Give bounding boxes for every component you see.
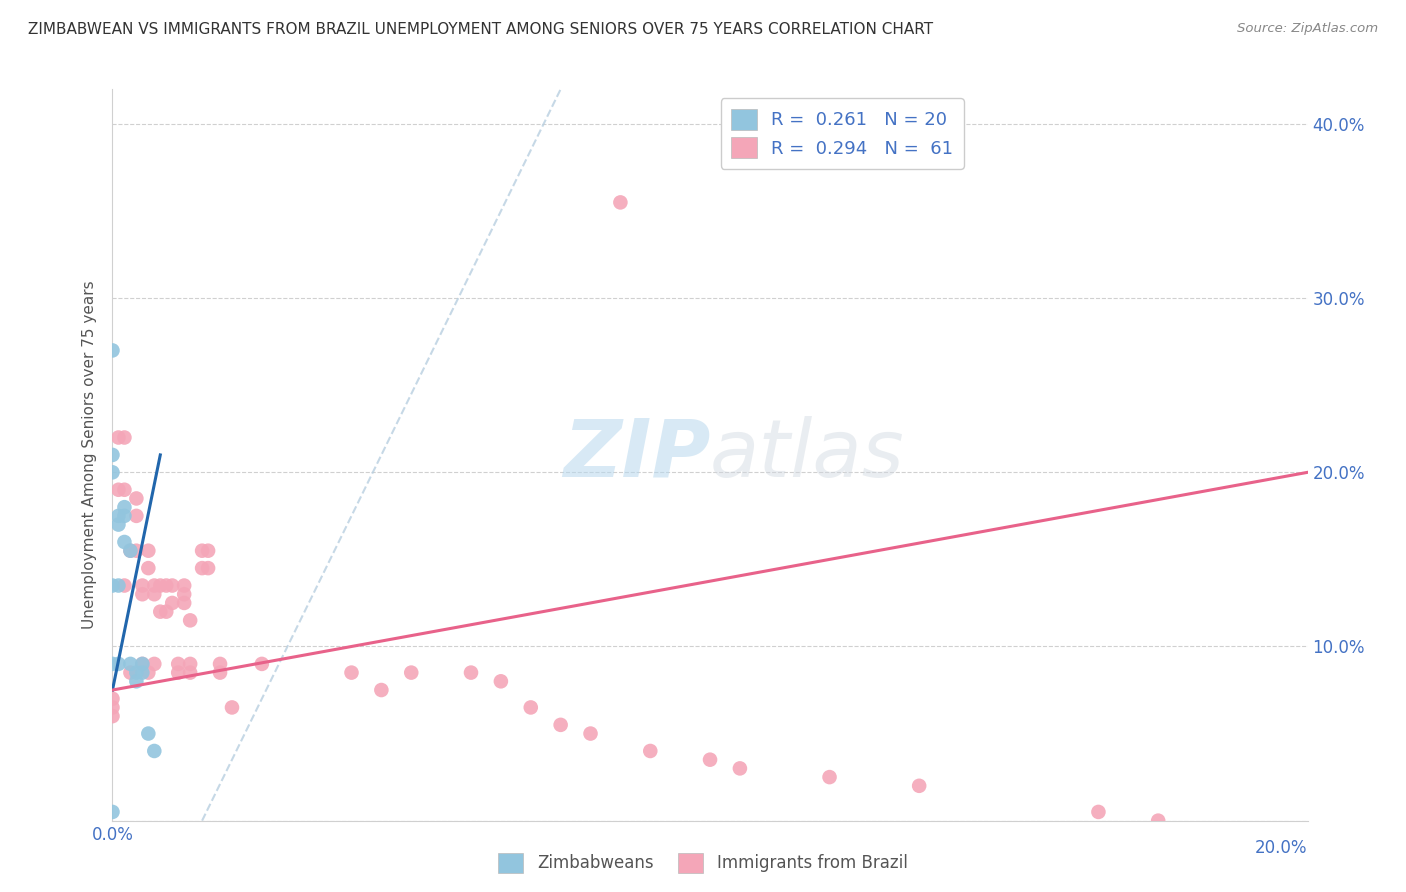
Point xyxy=(107,508,129,523)
Point xyxy=(131,587,153,601)
Legend: Zimbabweans, Immigrants from Brazil: Zimbabweans, Immigrants from Brazil xyxy=(492,847,914,880)
Point xyxy=(125,491,148,506)
Point xyxy=(101,709,124,723)
Point xyxy=(114,535,135,549)
Point xyxy=(173,596,195,610)
Point xyxy=(208,657,231,671)
Point xyxy=(221,700,243,714)
Point xyxy=(162,596,183,610)
Text: ZIP: ZIP xyxy=(562,416,710,494)
Point xyxy=(101,657,124,671)
Point xyxy=(173,578,195,592)
Point xyxy=(191,543,214,558)
Point xyxy=(107,517,129,532)
Point xyxy=(818,770,841,784)
Point xyxy=(125,674,148,689)
Point xyxy=(149,605,172,619)
Point xyxy=(1147,814,1170,828)
Point xyxy=(143,744,166,758)
Point xyxy=(1087,805,1109,819)
Point xyxy=(208,665,231,680)
Point xyxy=(609,195,631,210)
Point xyxy=(101,578,124,592)
Point xyxy=(120,657,142,671)
Point xyxy=(520,700,543,714)
Point xyxy=(131,578,153,592)
Point xyxy=(143,657,166,671)
Point xyxy=(101,466,124,480)
Point xyxy=(167,665,190,680)
Point xyxy=(138,543,160,558)
Point xyxy=(179,613,201,627)
Point xyxy=(143,578,166,592)
Point xyxy=(131,657,153,671)
Point xyxy=(579,726,602,740)
Point xyxy=(114,430,135,444)
Point xyxy=(125,543,148,558)
Point xyxy=(120,665,142,680)
Point xyxy=(143,587,166,601)
Point xyxy=(699,753,721,767)
Point xyxy=(138,726,160,740)
Point xyxy=(728,761,751,775)
Point xyxy=(125,665,148,680)
Point xyxy=(167,657,190,671)
Text: 20.0%: 20.0% xyxy=(1256,838,1308,857)
Point xyxy=(125,508,148,523)
Point xyxy=(120,543,142,558)
Point xyxy=(101,691,124,706)
Point xyxy=(114,500,135,515)
Point xyxy=(114,578,135,592)
Text: Source: ZipAtlas.com: Source: ZipAtlas.com xyxy=(1237,22,1378,36)
Point xyxy=(107,430,129,444)
Point xyxy=(155,605,177,619)
Point xyxy=(250,657,273,671)
Point xyxy=(401,665,423,680)
Point xyxy=(120,543,142,558)
Point xyxy=(179,665,201,680)
Point xyxy=(107,657,129,671)
Point xyxy=(370,683,392,698)
Legend: R =  0.261   N = 20, R =  0.294   N =  61: R = 0.261 N = 20, R = 0.294 N = 61 xyxy=(720,98,965,169)
Point xyxy=(114,483,135,497)
Point xyxy=(101,343,124,358)
Point xyxy=(173,587,195,601)
Point xyxy=(101,805,124,819)
Text: atlas: atlas xyxy=(710,416,905,494)
Point xyxy=(191,561,214,575)
Y-axis label: Unemployment Among Seniors over 75 years: Unemployment Among Seniors over 75 years xyxy=(82,281,97,629)
Point xyxy=(138,561,160,575)
Point xyxy=(179,657,201,671)
Point xyxy=(131,665,153,680)
Point xyxy=(197,543,219,558)
Point xyxy=(149,578,172,592)
Point xyxy=(114,508,135,523)
Point xyxy=(138,665,160,680)
Point xyxy=(155,578,177,592)
Point xyxy=(340,665,363,680)
Point xyxy=(489,674,512,689)
Point xyxy=(550,718,572,732)
Point xyxy=(638,744,662,758)
Point xyxy=(162,578,183,592)
Point xyxy=(107,483,129,497)
Point xyxy=(101,448,124,462)
Point xyxy=(197,561,219,575)
Point xyxy=(460,665,482,680)
Point xyxy=(107,578,129,592)
Point xyxy=(908,779,931,793)
Point xyxy=(131,657,153,671)
Text: ZIMBABWEAN VS IMMIGRANTS FROM BRAZIL UNEMPLOYMENT AMONG SENIORS OVER 75 YEARS CO: ZIMBABWEAN VS IMMIGRANTS FROM BRAZIL UNE… xyxy=(28,22,934,37)
Point xyxy=(101,700,124,714)
